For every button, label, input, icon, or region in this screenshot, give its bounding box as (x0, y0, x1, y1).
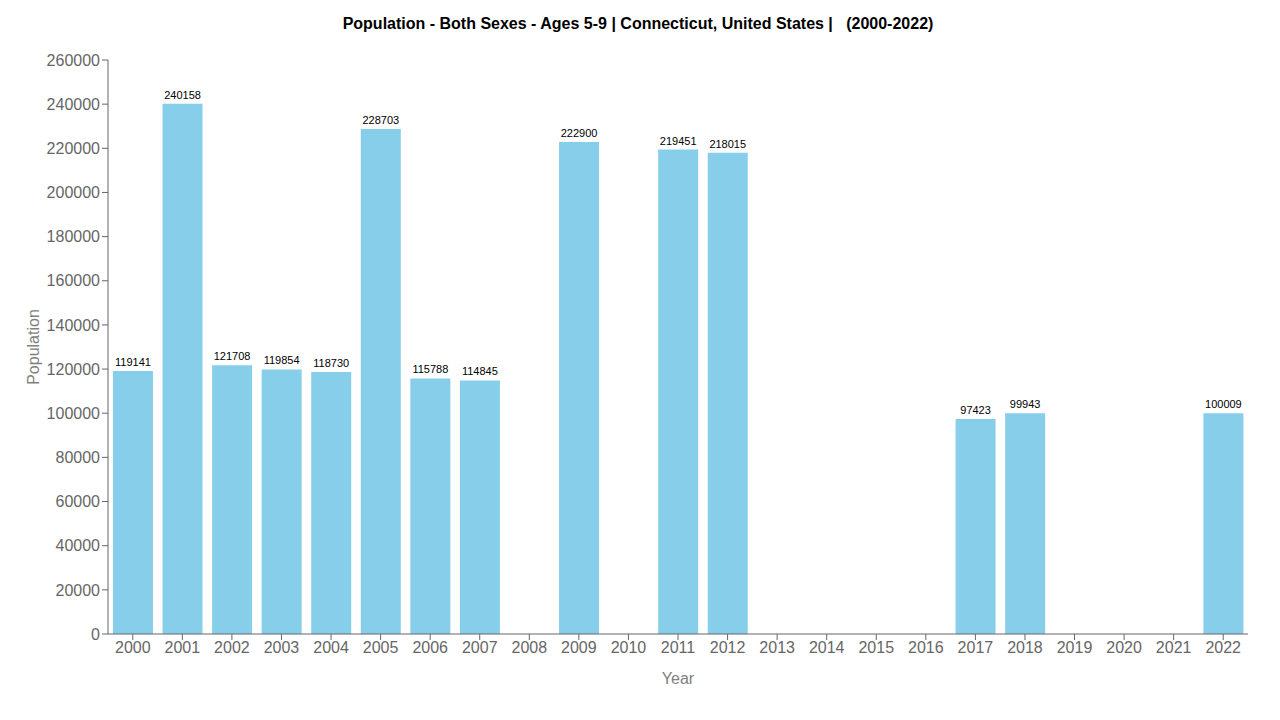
svg-text:118730: 118730 (313, 357, 349, 369)
svg-text:200000: 200000 (47, 184, 100, 201)
svg-text:2012: 2012 (710, 639, 746, 656)
svg-text:2019: 2019 (1057, 639, 1093, 656)
svg-text:2020: 2020 (1106, 639, 1142, 656)
svg-text:2011: 2011 (661, 639, 696, 656)
svg-text:2000: 2000 (115, 639, 151, 656)
svg-text:2014: 2014 (809, 639, 845, 656)
svg-text:240158: 240158 (164, 89, 201, 101)
svg-text:Year: Year (662, 670, 695, 687)
svg-text:100000: 100000 (47, 405, 100, 422)
svg-text:222900: 222900 (561, 127, 598, 139)
svg-text:2006: 2006 (412, 639, 448, 656)
svg-text:240000: 240000 (47, 96, 100, 113)
svg-text:20000: 20000 (56, 582, 101, 599)
svg-text:2003: 2003 (264, 639, 300, 656)
svg-text:140000: 140000 (47, 317, 100, 334)
svg-text:99943: 99943 (1010, 398, 1041, 410)
svg-text:218015: 218015 (709, 138, 746, 150)
svg-text:115788: 115788 (412, 363, 448, 375)
svg-text:2010: 2010 (611, 639, 647, 656)
svg-text:2002: 2002 (214, 639, 250, 656)
svg-text:2015: 2015 (858, 639, 894, 656)
svg-text:0: 0 (91, 626, 100, 643)
svg-text:160000: 160000 (47, 272, 100, 289)
svg-text:219451: 219451 (660, 135, 697, 147)
svg-text:121708: 121708 (214, 350, 251, 362)
svg-text:2022: 2022 (1205, 639, 1241, 656)
svg-text:2007: 2007 (462, 639, 498, 656)
svg-text:2008: 2008 (512, 639, 548, 656)
svg-text:260000: 260000 (47, 52, 100, 69)
svg-text:2016: 2016 (908, 639, 944, 656)
svg-text:2013: 2013 (759, 639, 795, 656)
svg-text:97423: 97423 (960, 404, 991, 416)
svg-text:Population: Population (25, 309, 42, 385)
svg-text:2018: 2018 (1007, 639, 1043, 656)
svg-text:2009: 2009 (561, 639, 597, 656)
svg-text:2004: 2004 (313, 639, 349, 656)
svg-text:120000: 120000 (47, 361, 100, 378)
svg-text:100009: 100009 (1205, 398, 1242, 410)
svg-text:80000: 80000 (56, 449, 101, 466)
svg-text:180000: 180000 (47, 228, 100, 245)
svg-text:228703: 228703 (362, 114, 399, 126)
html-text:Population - Both Sexes - Ages: Population - Both Sexes - Ages 5-9 | Con… (342, 15, 934, 32)
svg-text:2021: 2021 (1156, 639, 1192, 656)
svg-text:40000: 40000 (56, 537, 101, 554)
svg-text:220000: 220000 (47, 140, 100, 157)
svg-text:60000: 60000 (56, 493, 101, 510)
svg-text:119141: 119141 (115, 356, 151, 368)
svg-text:2017: 2017 (958, 639, 994, 656)
svg-text:2001: 2001 (165, 639, 201, 656)
svg-text:119854: 119854 (264, 354, 300, 366)
svg-text:2005: 2005 (363, 639, 399, 656)
svg-text:114845: 114845 (462, 365, 498, 377)
